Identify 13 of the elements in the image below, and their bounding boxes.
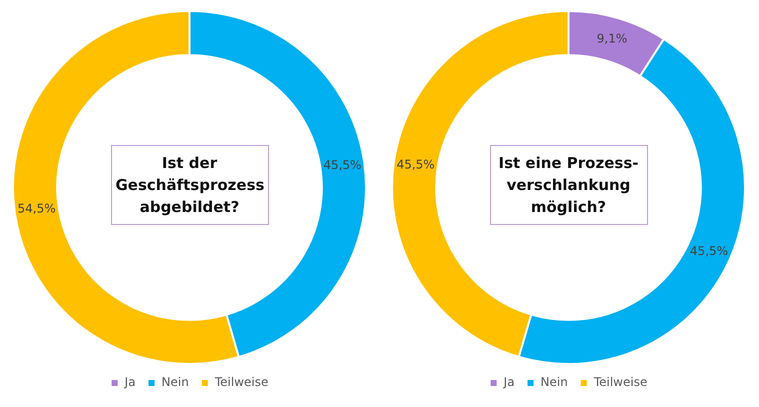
legend-label: Teilweise [214, 375, 268, 390]
legend-label: Ja [502, 375, 515, 390]
legend-label: Nein [540, 375, 568, 390]
data-label: 45,5% [323, 158, 362, 172]
data-label: 45,5% [690, 244, 728, 258]
data-label: 9,1% [596, 31, 628, 46]
data-label: 54,5% [18, 201, 56, 216]
text: Ist der Geschäftsprozess abgebildet? [110, 145, 268, 225]
data-label: 45,5% [396, 158, 435, 172]
legend-label: Ja [124, 375, 136, 390]
legend-label: Teilweise [592, 375, 648, 390]
legend-label: Nein [162, 375, 189, 390]
text: Ist eine Prozess-verschlankung möglich? [490, 145, 648, 225]
